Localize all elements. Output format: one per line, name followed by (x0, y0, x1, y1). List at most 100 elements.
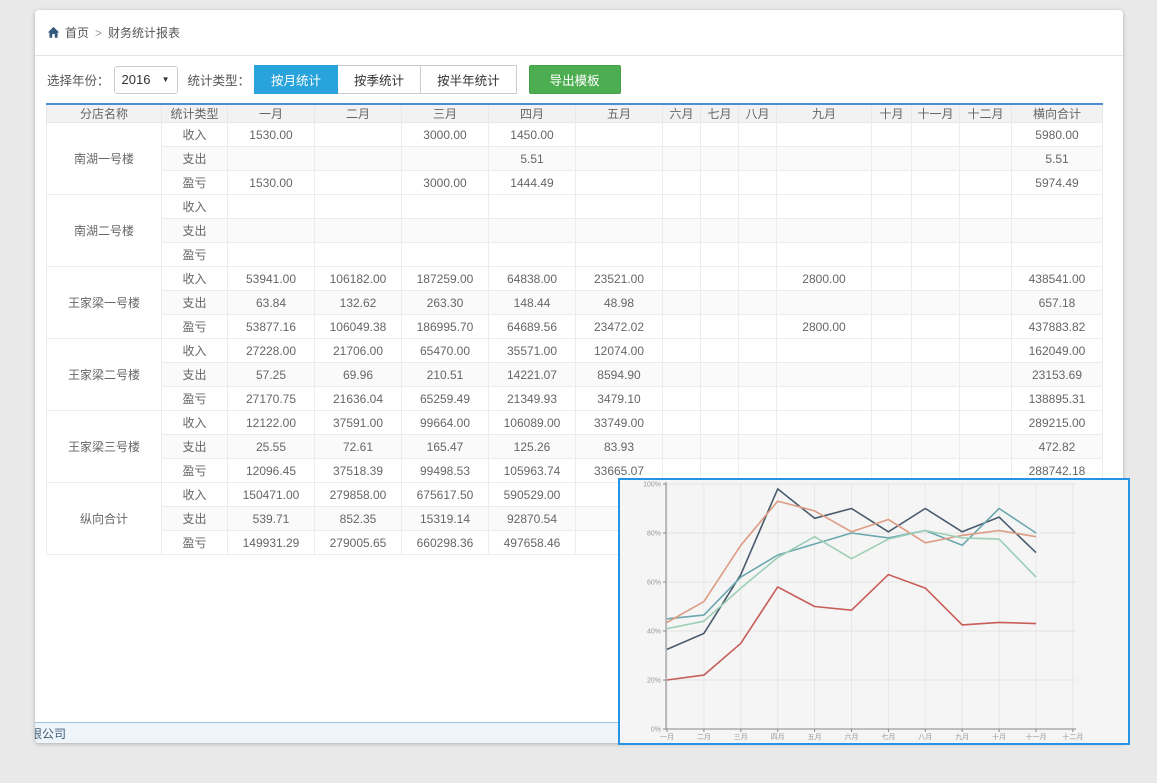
month-value-cell (575, 122, 663, 147)
month-value-cell (871, 434, 912, 459)
month-value-cell (911, 314, 960, 339)
table-row: 南湖一号楼 收入 1530.00 3000.00 1450.00 5980.00 (46, 122, 1103, 195)
row-type-cell: 收入 (161, 194, 228, 219)
month-value-cell (776, 218, 872, 243)
row-type-cell: 盈亏 (161, 170, 228, 195)
row-type-cell: 盈亏 (161, 530, 228, 555)
month-value-cell (314, 194, 402, 219)
row-type-cell: 收入 (161, 122, 228, 147)
header-month: 九月 (776, 104, 872, 123)
month-value-cell (911, 338, 960, 363)
month-value-cell: 37518.39 (314, 458, 402, 483)
month-value-cell (871, 314, 912, 339)
half-year-stat-button[interactable]: 按半年统计 (421, 65, 517, 94)
branch-name-cell: 王家梁二号楼 (46, 338, 162, 411)
stat-type-label: 统计类型： (187, 74, 251, 88)
row-total-cell: 472.82 (1011, 434, 1103, 459)
month-value-cell (401, 146, 489, 171)
month-value-cell (314, 170, 402, 195)
row-total-cell: 657.18 (1011, 290, 1103, 315)
month-value-cell: 186995.70 (401, 314, 489, 339)
month-value-cell (700, 218, 739, 243)
month-value-cell (911, 290, 960, 315)
month-value-cell (776, 194, 872, 219)
x-axis-tick-label: 八月 (918, 733, 932, 741)
month-value-cell (575, 218, 663, 243)
month-value-cell (959, 434, 1012, 459)
table-row: 南湖二号楼 收入 (46, 194, 1103, 267)
month-value-cell: 27170.75 (227, 386, 315, 411)
month-value-cell: 148.44 (488, 290, 576, 315)
month-value-cell (776, 410, 872, 435)
month-value-cell: 92870.54 (488, 506, 576, 531)
month-value-cell (871, 242, 912, 267)
month-value-cell (871, 410, 912, 435)
table-row: 支出 57.25 69.96 210.51 14221.07 8594.90 23153.6… (47, 362, 1103, 387)
chevron-down-icon: ▼ (161, 75, 170, 84)
month-value-cell (776, 386, 872, 411)
year-label: 选择年份： (47, 74, 110, 88)
table-row: 盈亏 (47, 242, 1103, 267)
month-value-cell (738, 218, 777, 243)
month-value-cell (314, 122, 402, 147)
month-value-cell (662, 434, 701, 459)
row-type-cell: 支出 (161, 290, 228, 315)
month-value-cell (871, 266, 912, 291)
month-value-cell (738, 314, 777, 339)
table-row: 支出 5.51 5.51 (47, 146, 1103, 171)
row-type-cell: 支出 (161, 218, 228, 243)
month-value-cell: 69.96 (314, 362, 402, 387)
month-value-cell (700, 362, 739, 387)
year-select[interactable]: 2016 ▼ (113, 65, 178, 94)
month-value-cell: 57.25 (227, 362, 315, 387)
line-chart-canvas[interactable]: 0% 20% 40% 60% 80% 100% 一月 二月 三月 四月 五月 六月 七月 八月 九月 十月 十一… (620, 480, 1128, 743)
month-value-cell (738, 242, 777, 267)
month-value-cell: 21349.93 (488, 386, 576, 411)
month-value-cell (738, 290, 777, 315)
month-value-cell: 35571.00 (488, 338, 576, 363)
month-value-cell (700, 434, 739, 459)
branch-name-cell: 南湖二号楼 (46, 194, 162, 267)
month-value-cell: 1444.49 (488, 170, 576, 195)
month-value-cell: 106049.38 (314, 314, 402, 339)
month-value-cell (738, 122, 777, 147)
row-type-cell: 盈亏 (161, 386, 228, 411)
month-value-cell (738, 362, 777, 387)
header-row-total: 横向合计 (1011, 104, 1103, 123)
header-month: 六月 (662, 104, 701, 123)
finance-report-table: 分店名称 统计类型 一月 二月 三月 四月 五月 六月 七月 八月 九月 十月 十一月 十二月 横向合计 南… (46, 103, 1103, 555)
month-value-cell (401, 242, 489, 267)
monthly-stat-button[interactable]: 按月统计 (254, 65, 339, 94)
export-template-button[interactable]: 导出模板 (528, 65, 621, 94)
month-value-cell (700, 170, 739, 195)
month-value-cell: 23472.02 (575, 314, 663, 339)
quarterly-stat-button[interactable]: 按季统计 (338, 65, 422, 94)
footer-company-text: 限公司 (35, 726, 67, 741)
month-value-cell (700, 290, 739, 315)
month-value-cell: 1450.00 (488, 122, 576, 147)
month-value-cell: 12096.45 (227, 458, 315, 483)
month-value-cell: 590529.00 (488, 482, 576, 507)
month-value-cell (227, 218, 315, 243)
month-value-cell: 53941.00 (227, 266, 315, 291)
month-value-cell: 8594.90 (575, 362, 663, 387)
month-value-cell: 149931.29 (227, 530, 315, 555)
header-branch: 分店名称 (46, 104, 162, 123)
month-value-cell (911, 194, 960, 219)
month-value-cell (227, 194, 315, 219)
month-value-cell: 3000.00 (401, 122, 489, 147)
month-value-cell (959, 386, 1012, 411)
row-total-cell: 438541.00 (1011, 266, 1103, 291)
month-value-cell: 106182.00 (314, 266, 402, 291)
month-value-cell (700, 386, 739, 411)
month-value-cell: 25.55 (227, 434, 315, 459)
row-total-cell: 5.51 (1011, 146, 1103, 171)
month-value-cell (700, 242, 739, 267)
row-total-cell: 289215.00 (1011, 410, 1103, 435)
month-value-cell (738, 170, 777, 195)
breadcrumb-home[interactable]: 首页 (65, 26, 90, 40)
month-value-cell (738, 434, 777, 459)
header-month: 五月 (575, 104, 663, 123)
header-month: 十一月 (911, 104, 960, 123)
month-value-cell (662, 170, 701, 195)
